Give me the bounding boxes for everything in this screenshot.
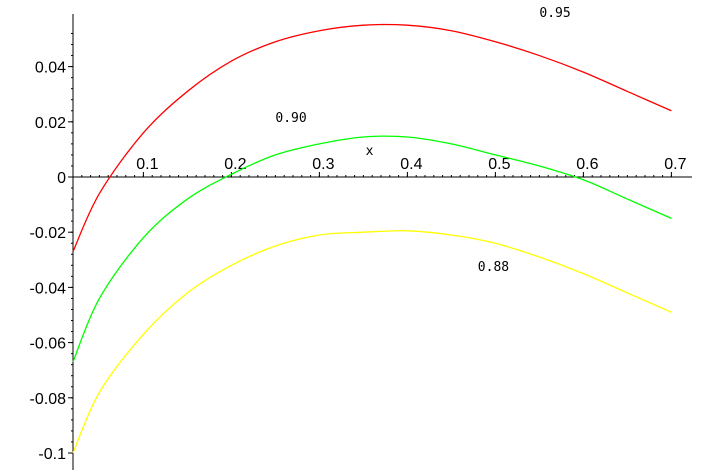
x-tick-label: 0.3: [312, 156, 334, 173]
x-tick-label: 0.5: [488, 156, 510, 173]
x-tick-label: 0.6: [576, 156, 598, 173]
y-tick-label: -0.02: [30, 225, 67, 242]
y-tick-label: -0.04: [30, 280, 67, 297]
curve-label-0.90: 0.90: [275, 111, 306, 126]
series-line-0.95: [72, 23, 672, 252]
series-line-0.90: [72, 135, 672, 363]
x-tick-label: 0.4: [400, 156, 422, 173]
y-tick-label: 0: [57, 170, 66, 187]
y-tick-label: 0.02: [35, 115, 66, 132]
y-tick-label: 0.04: [35, 60, 66, 77]
y-tick-label: -0.1: [38, 446, 66, 463]
y-tick-label: -0.06: [30, 336, 67, 353]
y-tick-label: -0.08: [30, 391, 67, 408]
x-tick-label: 0.2: [224, 156, 246, 173]
series-line-0.88: [72, 230, 672, 454]
x-tick-label: 0.1: [136, 156, 158, 173]
curve-label-0.95: 0.95: [539, 6, 570, 21]
x-axis-title: x: [366, 144, 374, 159]
curve-label-0.88: 0.88: [478, 260, 509, 275]
x-tick-label: 0.7: [664, 156, 686, 173]
